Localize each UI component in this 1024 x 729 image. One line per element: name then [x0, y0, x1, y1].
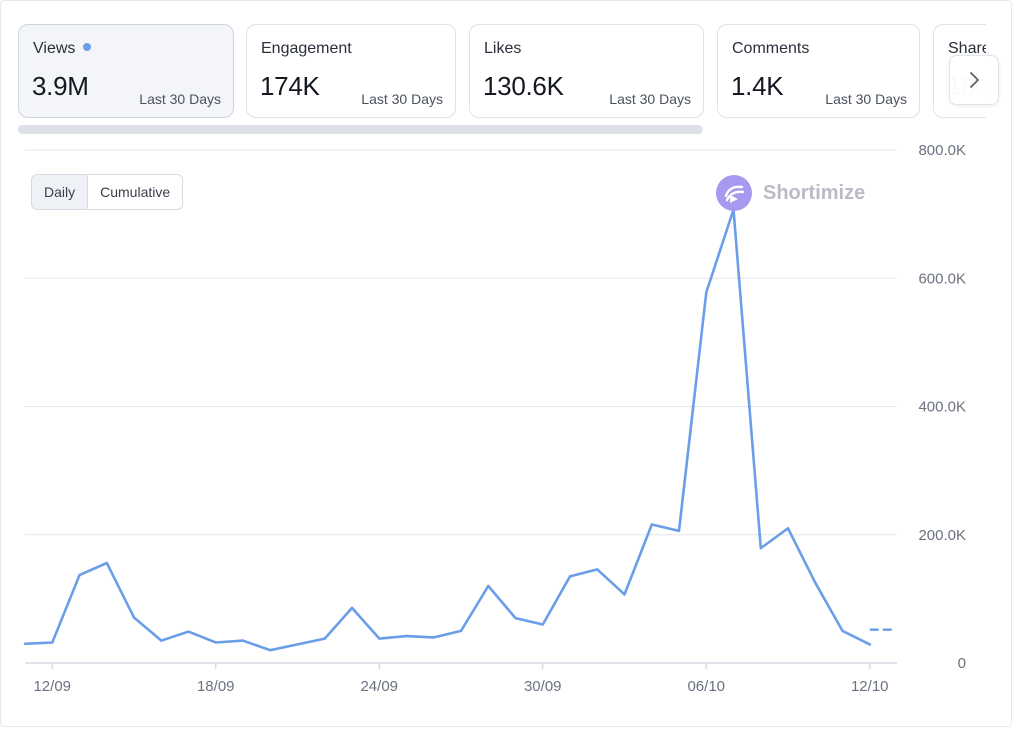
metric-name: Share	[948, 40, 986, 58]
x-tick-label: 06/10	[687, 678, 725, 695]
metric-name: Views	[33, 40, 92, 58]
metric-name: Likes	[484, 40, 521, 58]
chart-mode-toggle: Daily Cumulative	[31, 174, 184, 210]
metric-name: Comments	[732, 40, 809, 58]
y-tick-label: 400.0K	[918, 399, 966, 416]
metric-period: Last 30 Days	[361, 91, 443, 107]
metric-value: 130.6K	[483, 71, 564, 101]
x-tick-label: 30/09	[524, 678, 562, 695]
y-tick-label: 800.0K	[918, 142, 966, 159]
metric-card-comments[interactable]: Comments 1.4K Last 30 Days	[717, 24, 920, 118]
y-tick-label: 200.0K	[918, 527, 966, 544]
metric-value: 3.9M	[32, 71, 89, 101]
toggle-daily[interactable]: Daily	[32, 175, 89, 209]
metric-name-text: Comments	[732, 40, 810, 57]
metric-card-engagement[interactable]: Engagement 174K Last 30 Days	[246, 24, 456, 118]
carousel-scrollbar[interactable]	[18, 125, 703, 134]
metric-name: Engagement	[261, 40, 352, 58]
metric-value: 1.4K	[731, 71, 784, 101]
views-series-line	[23, 208, 872, 652]
metric-name-text: Views	[33, 40, 76, 57]
dot-icon	[83, 43, 92, 51]
toggle-cumulative[interactable]: Cumulative	[100, 184, 171, 200]
metric-name-text: Engagement	[261, 40, 352, 57]
y-tick-label: 600.0K	[918, 270, 966, 287]
x-tick-label: 18/09	[197, 678, 235, 695]
metric-period: Last 30 Days	[825, 91, 907, 107]
x-tick-label: 24/09	[360, 678, 398, 695]
metric-name-text: Likes	[484, 40, 522, 57]
metric-card-views[interactable]: Views 3.9M Last 30 Days	[18, 24, 234, 118]
chevron-right-icon	[970, 72, 979, 88]
x-tick-label: 12/09	[33, 678, 71, 695]
shortimize-logo-icon	[716, 175, 752, 211]
metric-period: Last 30 Days	[609, 91, 691, 107]
y-tick-label: 0	[958, 655, 966, 672]
metric-name-text: Share	[948, 40, 986, 57]
x-tick-label: 12/10	[851, 678, 889, 695]
metric-period: Last 30 Days	[139, 91, 221, 107]
metric-value: 174K	[260, 71, 320, 101]
shortimize-watermark: Shortimize	[716, 175, 865, 211]
carousel-next-button[interactable]	[949, 55, 999, 105]
watermark-text: Shortimize	[763, 181, 866, 204]
metric-card-likes[interactable]: Likes 130.6K Last 30 Days	[469, 24, 704, 118]
